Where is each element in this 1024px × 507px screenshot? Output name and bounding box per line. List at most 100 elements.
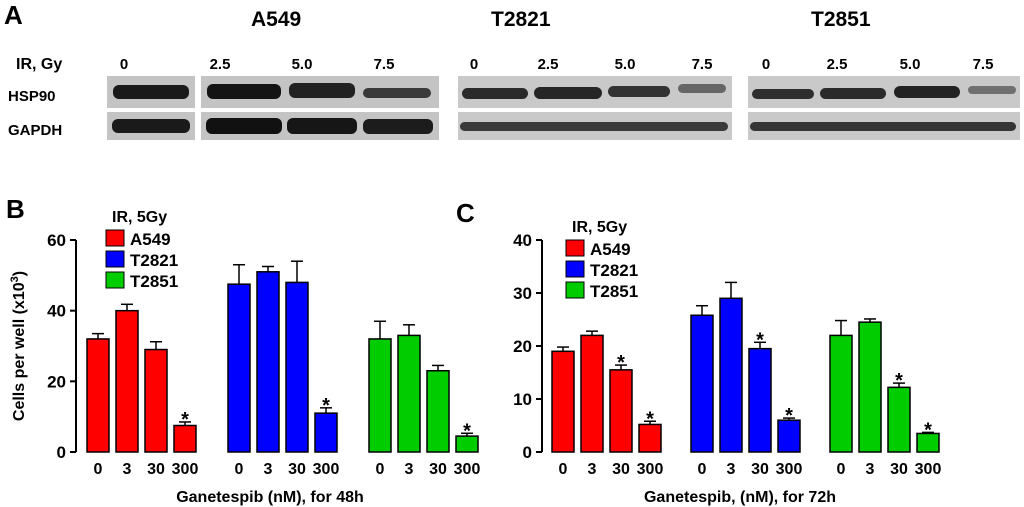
bar-T2821-3	[719, 297, 743, 453]
significance-star-T2821-300: *	[322, 395, 330, 417]
lane-t2821-2: 5.0	[614, 56, 636, 73]
bar-A549-30	[609, 369, 633, 453]
significance-star-T2851-300: *	[463, 420, 471, 442]
legend-label-A549: A549	[590, 240, 631, 259]
significance-star-T2851-30: *	[895, 370, 903, 392]
y-axis-title: Cells per well (x103)	[9, 271, 28, 421]
hsp90-row-label: HSP90	[8, 88, 56, 105]
y-tick-label-0: 0	[523, 443, 532, 462]
y-tick-label-40: 40	[47, 302, 66, 321]
x-tick-label-A549-0: 0	[559, 461, 568, 478]
blot-gapdh-a549-lane0	[107, 112, 195, 140]
bar-T2821-3	[256, 271, 280, 453]
bar-A549-3	[580, 334, 604, 453]
bar-T2851-30	[426, 369, 450, 453]
bar-A549-3	[115, 309, 139, 453]
lane-t2851-3: 7.5	[972, 56, 994, 73]
bar-T2851-3	[397, 334, 421, 453]
x-tick-label-T2821-3: 3	[727, 461, 736, 478]
x-tick-label-T2851-0: 0	[376, 461, 385, 478]
legend-title: IR, 5Gy	[572, 219, 627, 236]
legend-swatch-T2821	[565, 260, 585, 278]
x-axis-title: Ganetespib (nM), for 48h	[176, 489, 364, 506]
bar-T2851-300	[916, 432, 940, 453]
y-tick-label-30: 30	[513, 284, 532, 303]
lane-a549-0: 0	[119, 56, 129, 73]
x-tick-label-T2851-3: 3	[866, 461, 875, 478]
bar-T2851-30	[887, 386, 911, 453]
lane-t2821-0: 0	[469, 56, 479, 73]
bar-A549-30	[144, 348, 168, 453]
lane-a549-2: 5.0	[291, 56, 313, 73]
legend-label-A549: A549	[130, 230, 171, 249]
bar-A549-0	[551, 350, 575, 453]
x-tick-label-A549-30: 30	[612, 461, 630, 478]
legend-title: IR, 5Gy	[112, 209, 167, 226]
significance-star-T2821-30: *	[756, 329, 764, 351]
blot-hsp90-a549-lanes	[201, 76, 439, 108]
x-tick-label-T2821-0: 0	[235, 461, 244, 478]
chart-c-72h: 0 10 20 30 40 0 3 * 30 * 300 0 3 * 30 * 300 0 3 * 30 * 300 Gane…	[513, 219, 941, 506]
legend-label-T2821: T2821	[130, 251, 178, 270]
gapdh-row-label: GAPDH	[8, 122, 63, 139]
significance-star-A549-300: *	[646, 408, 654, 430]
legend-swatch-T2851	[565, 281, 585, 299]
cell-line-title-t2821: T2821	[491, 8, 551, 31]
x-tick-label-T2851-30: 30	[890, 461, 908, 478]
bar-A549-0	[86, 338, 110, 453]
legend-swatch-A549	[565, 239, 585, 257]
x-tick-label-T2821-30: 30	[288, 461, 306, 478]
blot-gapdh-a549-lanes	[201, 112, 439, 140]
significance-star-A549-300: *	[181, 409, 189, 431]
x-tick-label-T2851-30: 30	[429, 461, 447, 478]
legend-swatch-T2821	[105, 250, 125, 268]
dose-row-label: IR, Gy	[16, 56, 63, 73]
x-tick-label-T2821-30: 30	[751, 461, 769, 478]
blot-gapdh-t2851	[748, 112, 1020, 140]
lane-t2851-1: 2.5	[826, 56, 848, 73]
blot-gapdh-t2821	[458, 112, 732, 140]
bar-T2851-0	[368, 338, 392, 453]
lane-t2821-1: 2.5	[537, 56, 559, 73]
lane-a549-3: 7.5	[373, 56, 395, 73]
significance-star-T2851-300: *	[924, 419, 932, 441]
legend-swatch-A549	[105, 229, 125, 247]
x-axis-title: Ganetespib, (nM), for 72h	[644, 489, 836, 506]
bar-T2851-3	[858, 321, 882, 453]
lane-t2821-3: 7.5	[691, 56, 713, 73]
bar-T2821-300	[777, 419, 801, 453]
blot-hsp90-t2821	[458, 76, 732, 108]
x-tick-label-A549-0: 0	[94, 461, 103, 478]
x-tick-label-T2821-0: 0	[698, 461, 707, 478]
x-tick-label-T2851-0: 0	[837, 461, 846, 478]
legend-label-T2851: T2851	[130, 272, 178, 291]
panel-c-letter: C	[456, 198, 475, 228]
bar-T2821-0	[690, 314, 714, 453]
y-tick-label-60: 60	[47, 231, 66, 250]
x-tick-label-T2821-3: 3	[264, 461, 273, 478]
blot-hsp90-a549-lane0	[107, 76, 195, 108]
bar-T2851-0	[829, 334, 853, 453]
legend-swatch-T2851	[105, 271, 125, 289]
x-tick-label-T2851-300: 300	[454, 461, 481, 478]
legend-label-T2851: T2851	[590, 282, 638, 301]
bar-T2821-30	[748, 347, 772, 453]
y-tick-label-20: 20	[47, 372, 66, 391]
blot-hsp90-t2851	[748, 76, 1020, 108]
cell-line-title-t2851: T2851	[811, 8, 871, 31]
panel-a-letter: A	[4, 0, 23, 30]
lane-t2851-0: 0	[761, 56, 771, 73]
x-tick-label-A549-3: 3	[123, 461, 132, 478]
bar-T2821-300	[314, 412, 338, 453]
cell-line-title-a549: A549	[251, 8, 302, 31]
y-tick-label-0: 0	[57, 443, 66, 462]
legend-label-T2821: T2821	[590, 261, 638, 280]
lane-a549-1: 2.5	[209, 56, 231, 73]
bar-T2821-0	[227, 283, 251, 453]
x-tick-label-T2851-3: 3	[405, 461, 414, 478]
x-tick-label-T2821-300: 300	[313, 461, 340, 478]
x-tick-label-A549-3: 3	[588, 461, 597, 478]
x-tick-label-A549-30: 30	[147, 461, 165, 478]
x-tick-label-A549-300: 300	[172, 461, 199, 478]
